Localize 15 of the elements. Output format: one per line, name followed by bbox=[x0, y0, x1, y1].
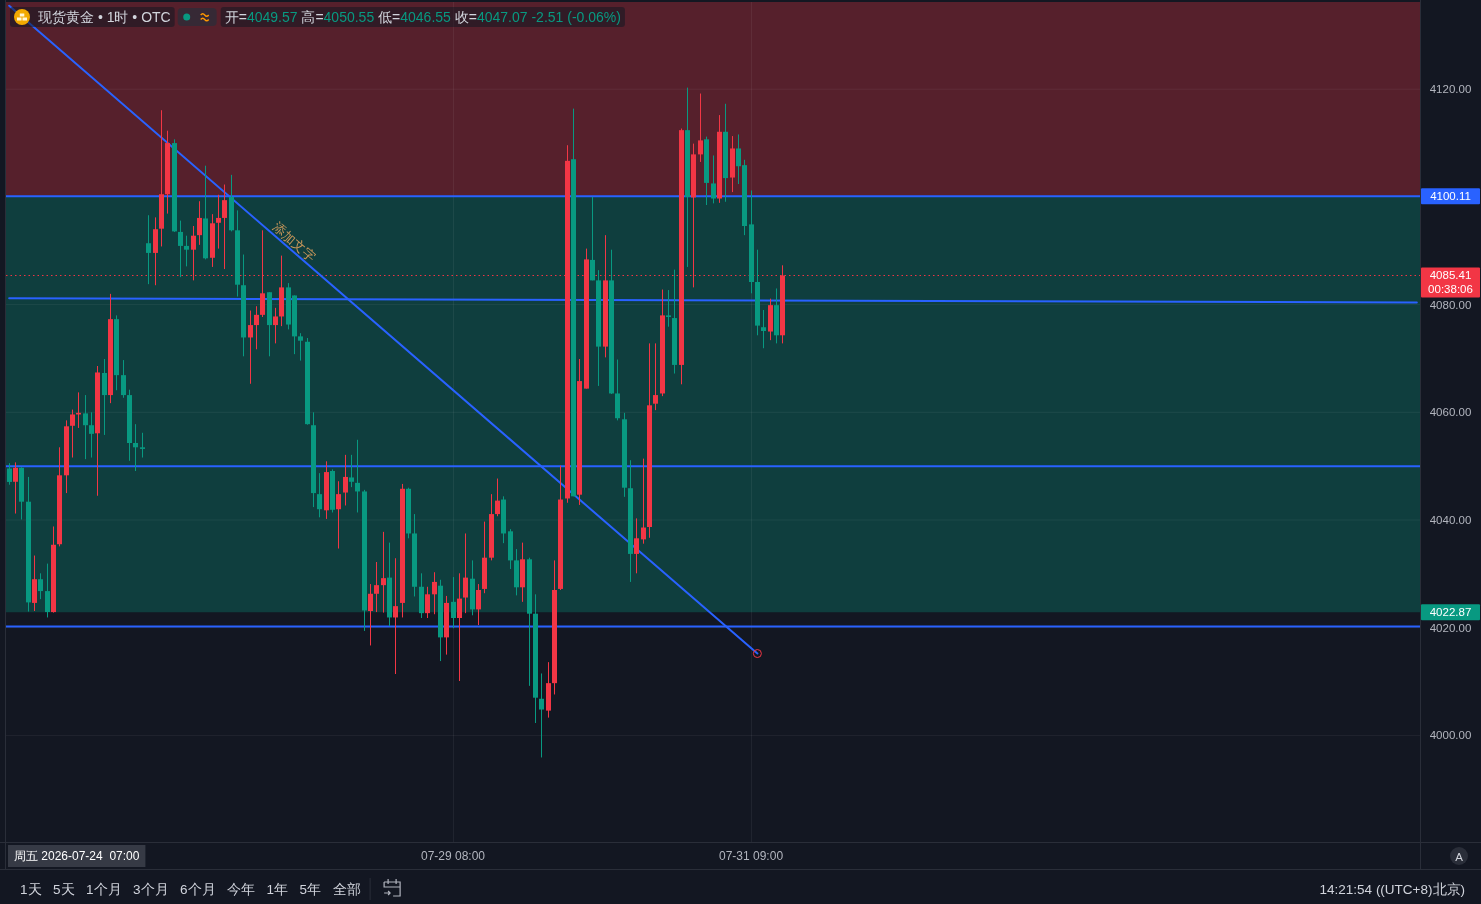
y-tick-label: 4120.00 bbox=[1429, 83, 1472, 96]
y-tick-label: 4000.00 bbox=[1429, 729, 1472, 742]
ref-line-label: 4085.41 00:38:06 bbox=[1428, 269, 1473, 296]
y-tick-label: 4040.00 bbox=[1429, 514, 1472, 526]
band-label: 4022.87 bbox=[1429, 606, 1472, 619]
x-tick-label: 07-31 09:00 bbox=[719, 849, 784, 863]
title: 现货黄金 • 1时 • OTC bbox=[38, 9, 171, 25]
text: 添加文字 bbox=[269, 219, 319, 265]
y-tick-label: 4020.00 bbox=[1429, 621, 1472, 634]
clock: 14:21:54 ((UTC+8)北京) bbox=[1319, 881, 1465, 897]
subtitle: 开=4049.57 高=4050.55 低=4046.55 收=4047.07 -2.51 (-0.06%) bbox=[224, 9, 621, 25]
ref-line-label: 4100.11 bbox=[1430, 190, 1471, 203]
x-tick-label: 07-29 08:00 bbox=[421, 849, 486, 863]
y-tick-label: 4060.00 bbox=[1429, 406, 1472, 419]
y-tick-label: 4080.00 bbox=[1429, 298, 1472, 311]
